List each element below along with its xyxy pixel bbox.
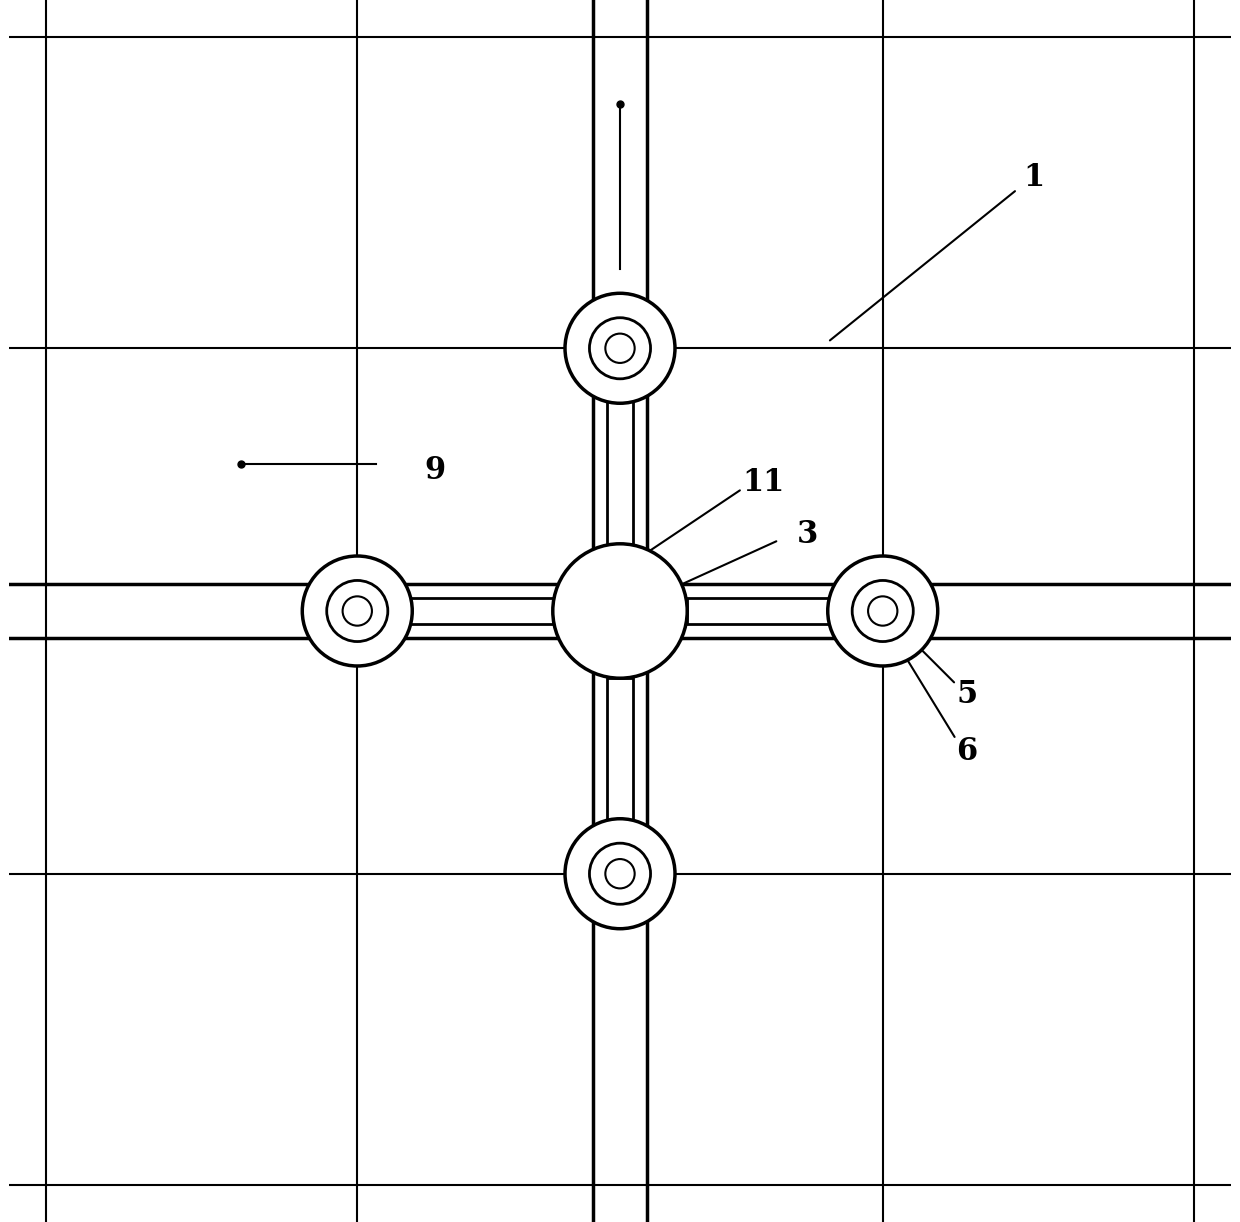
Circle shape xyxy=(605,334,635,363)
Text: 5: 5 xyxy=(956,678,977,710)
Text: 9: 9 xyxy=(424,455,445,486)
Circle shape xyxy=(868,596,898,626)
Text: 3: 3 xyxy=(797,518,818,550)
Text: 1: 1 xyxy=(1023,161,1044,193)
Text: 11: 11 xyxy=(743,467,785,499)
Circle shape xyxy=(828,556,937,666)
Circle shape xyxy=(326,580,388,642)
Bar xyxy=(606,348,634,544)
Bar xyxy=(357,598,553,624)
Circle shape xyxy=(605,859,635,888)
Circle shape xyxy=(565,819,675,929)
Circle shape xyxy=(303,556,412,666)
Circle shape xyxy=(553,544,687,678)
Text: 6: 6 xyxy=(956,736,977,767)
Bar xyxy=(606,678,634,874)
Circle shape xyxy=(342,596,372,626)
Circle shape xyxy=(565,293,675,403)
Circle shape xyxy=(589,318,651,379)
Circle shape xyxy=(852,580,914,642)
Bar xyxy=(687,598,883,624)
Circle shape xyxy=(589,843,651,904)
